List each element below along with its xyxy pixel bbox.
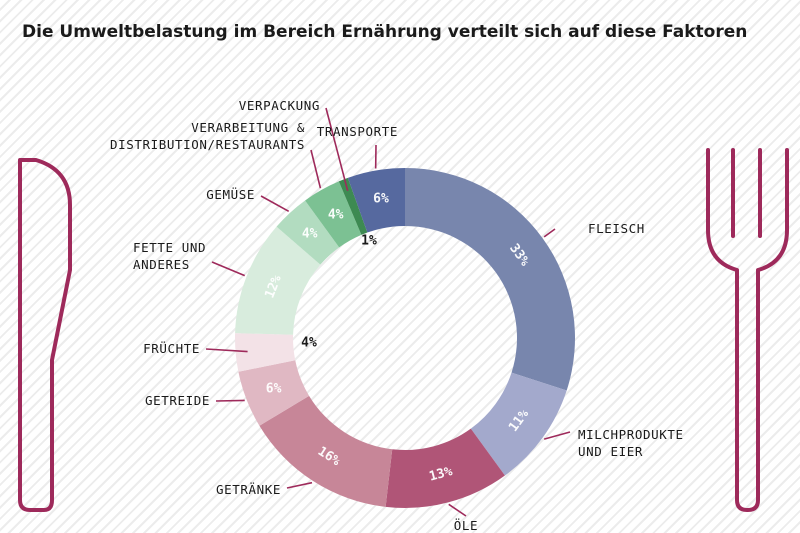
leader-line-fette-und-anderes — [211, 261, 246, 277]
slice-verpackung — [338, 177, 368, 235]
slice-verarbeitung-distribution-restaurants — [305, 181, 362, 248]
pct-label-oele: 13% — [428, 464, 455, 485]
slice-gemuese — [276, 200, 340, 265]
slice-fruechte — [235, 333, 296, 372]
category-label-fruechte: FRÜCHTE — [143, 340, 200, 356]
slice-fleisch — [405, 168, 575, 391]
pct-label-verarbeitung-distribution-restaurants: 4% — [328, 208, 344, 223]
category-label-verarbeitung-distribution-restaurants: VERARBEITUNG & DISTRIBUTION/RESTAURANTS — [110, 120, 305, 152]
category-label-oele: ÖLE — [454, 517, 478, 533]
slice-oele — [385, 428, 505, 509]
category-label-getraenke: GETRÄNKE — [216, 482, 281, 497]
chart-title: Die Umweltbelastung im Bereich Ernährung… — [22, 22, 748, 42]
pct-label-transporte: 6% — [373, 192, 389, 207]
category-label-fleisch: FLEISCH — [588, 221, 645, 236]
leader-line-fleisch — [543, 228, 556, 238]
pct-label-getreide: 6% — [266, 382, 282, 397]
slice-getraenke — [259, 395, 393, 507]
pct-label-verpackung: 1% — [361, 234, 377, 249]
category-label-transporte: TRANSPORTE — [317, 124, 398, 139]
slice-milchprodukte-und-eier — [470, 372, 567, 476]
category-label-gemuese: GEMÜSE — [206, 186, 255, 202]
leader-line-verarbeitung-distribution-restaurants — [310, 149, 322, 189]
category-label-fette-und-anderes: FETTE UND ANDERES — [133, 240, 206, 272]
category-label-verpackung: VERPACKUNG — [239, 98, 320, 113]
leader-line-verpackung — [325, 107, 349, 191]
pct-label-gemuese: 4% — [302, 227, 318, 242]
leader-line-getreide — [215, 399, 245, 402]
leader-line-milchprodukte-und-eier — [543, 431, 571, 440]
category-label-getreide: GETREIDE — [145, 393, 210, 408]
leader-line-oele — [448, 503, 467, 517]
pct-label-fruechte: 4% — [301, 336, 317, 351]
category-label-milchprodukte-und-eier: MILCHPRODUKTE UND EIER — [578, 427, 684, 459]
fork-icon — [706, 148, 789, 512]
leader-line-getraenke — [286, 481, 313, 489]
slice-getreide — [238, 360, 310, 426]
leader-line-gemuese — [260, 195, 290, 212]
slice-transporte — [347, 168, 405, 233]
knife-icon — [18, 158, 72, 512]
slice-fette-und-anderes — [235, 226, 321, 335]
leader-line-fruechte — [205, 348, 248, 353]
